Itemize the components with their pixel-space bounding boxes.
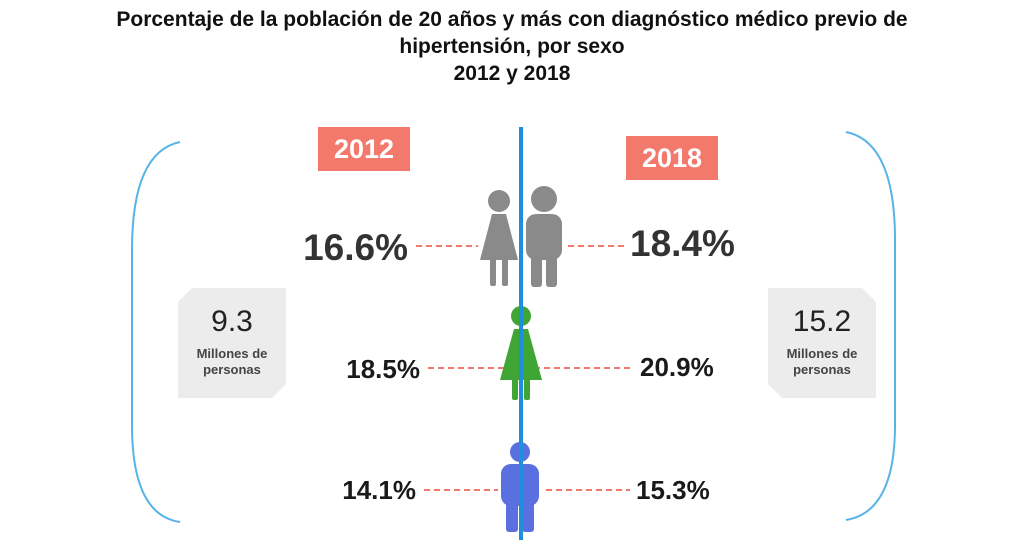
data-label-male-2012: 14.1% (342, 475, 416, 505)
data-label-total-2018: 18.4% (630, 223, 735, 264)
chart-title-line-3: 2012 y 2018 (453, 62, 571, 85)
couple-icon (480, 186, 562, 287)
data-label-female-2018: 20.9% (640, 352, 714, 382)
year-badge-2018: 2018 (626, 136, 718, 180)
total-unit-2018: Millones de personas (786, 346, 858, 377)
data-label-total-2012: 16.6% (303, 227, 408, 268)
total-unit-2012: Millones de personas (196, 346, 268, 377)
chart-title-line-1: Porcentaje de la población de 20 años y … (116, 8, 908, 31)
total-box-2018: 15.2 Millones de personas (768, 288, 876, 398)
total-value-2018: 15.2 (792, 305, 852, 338)
chart-title: Porcentaje de la población de 20 años y … (0, 6, 1024, 87)
data-label-male-2018: 15.3% (636, 475, 710, 505)
left-bracket (131, 141, 181, 523)
year-badge-2012: 2012 (318, 127, 410, 171)
total-value-2012: 9.3 (211, 305, 253, 338)
right-bracket (845, 131, 896, 521)
total-box-2012: 9.3 Millones de personas (178, 288, 286, 398)
data-label-female-2012: 18.5% (346, 354, 420, 384)
chart-title-line-2: hipertensión, por sexo (399, 35, 625, 58)
